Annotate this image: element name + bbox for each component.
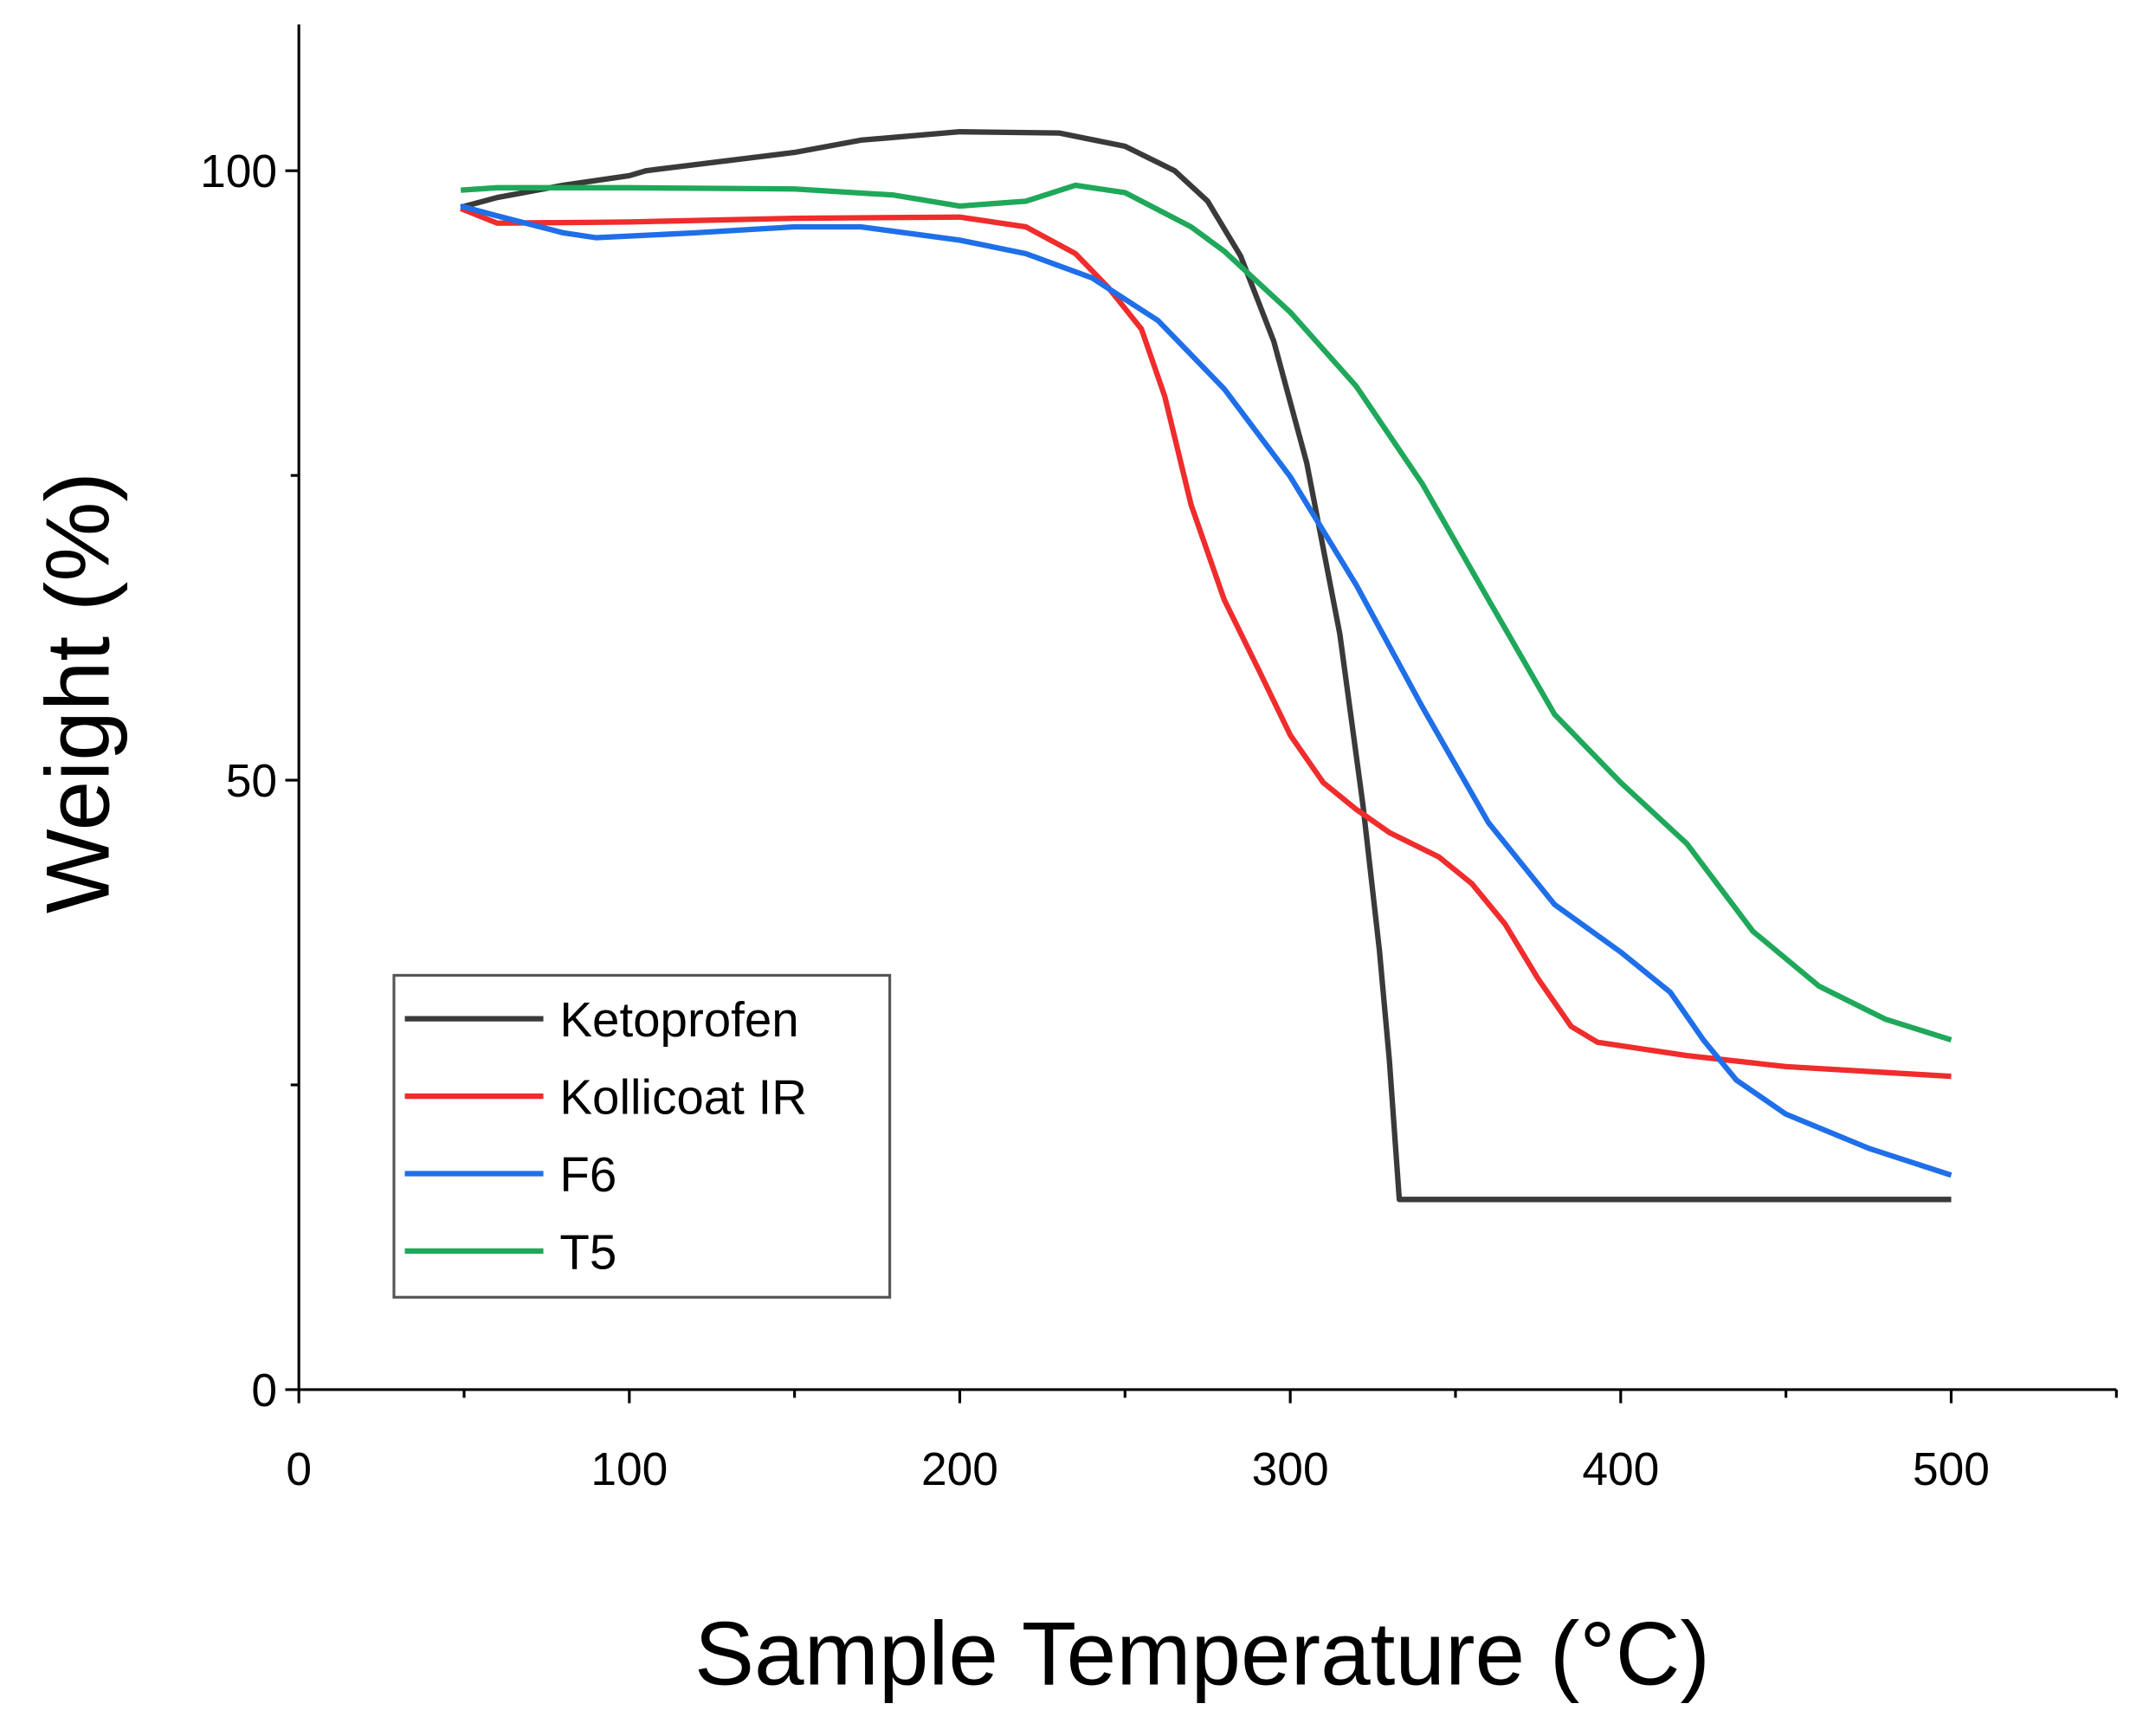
legend-box (392, 973, 892, 1299)
x-tick-label: 100 (591, 1444, 668, 1495)
legend-label: Kollicoat IR (559, 1069, 807, 1124)
y-tick-label: 100 (200, 146, 277, 197)
series-line (460, 203, 1952, 1178)
x-tick-label: 0 (286, 1444, 312, 1495)
series-line (460, 182, 1952, 1042)
series-line (459, 205, 1952, 1080)
x-axis-title: Sample Temperature (°C) (694, 1603, 1710, 1703)
y-tick-label: 50 (226, 756, 277, 807)
x-tick-label: 500 (1913, 1444, 1990, 1495)
x-tick-label: 300 (1252, 1444, 1329, 1495)
legend-label: T5 (559, 1224, 616, 1279)
y-tick-label: 0 (251, 1365, 277, 1417)
legend-label: F6 (559, 1147, 616, 1202)
y-axis-title: Weight (%) (28, 472, 128, 913)
legend-label: Ketoprofen (559, 992, 798, 1047)
series-line (460, 129, 1952, 1203)
x-tick-label: 200 (921, 1444, 998, 1495)
x-tick-label: 400 (1582, 1444, 1659, 1495)
